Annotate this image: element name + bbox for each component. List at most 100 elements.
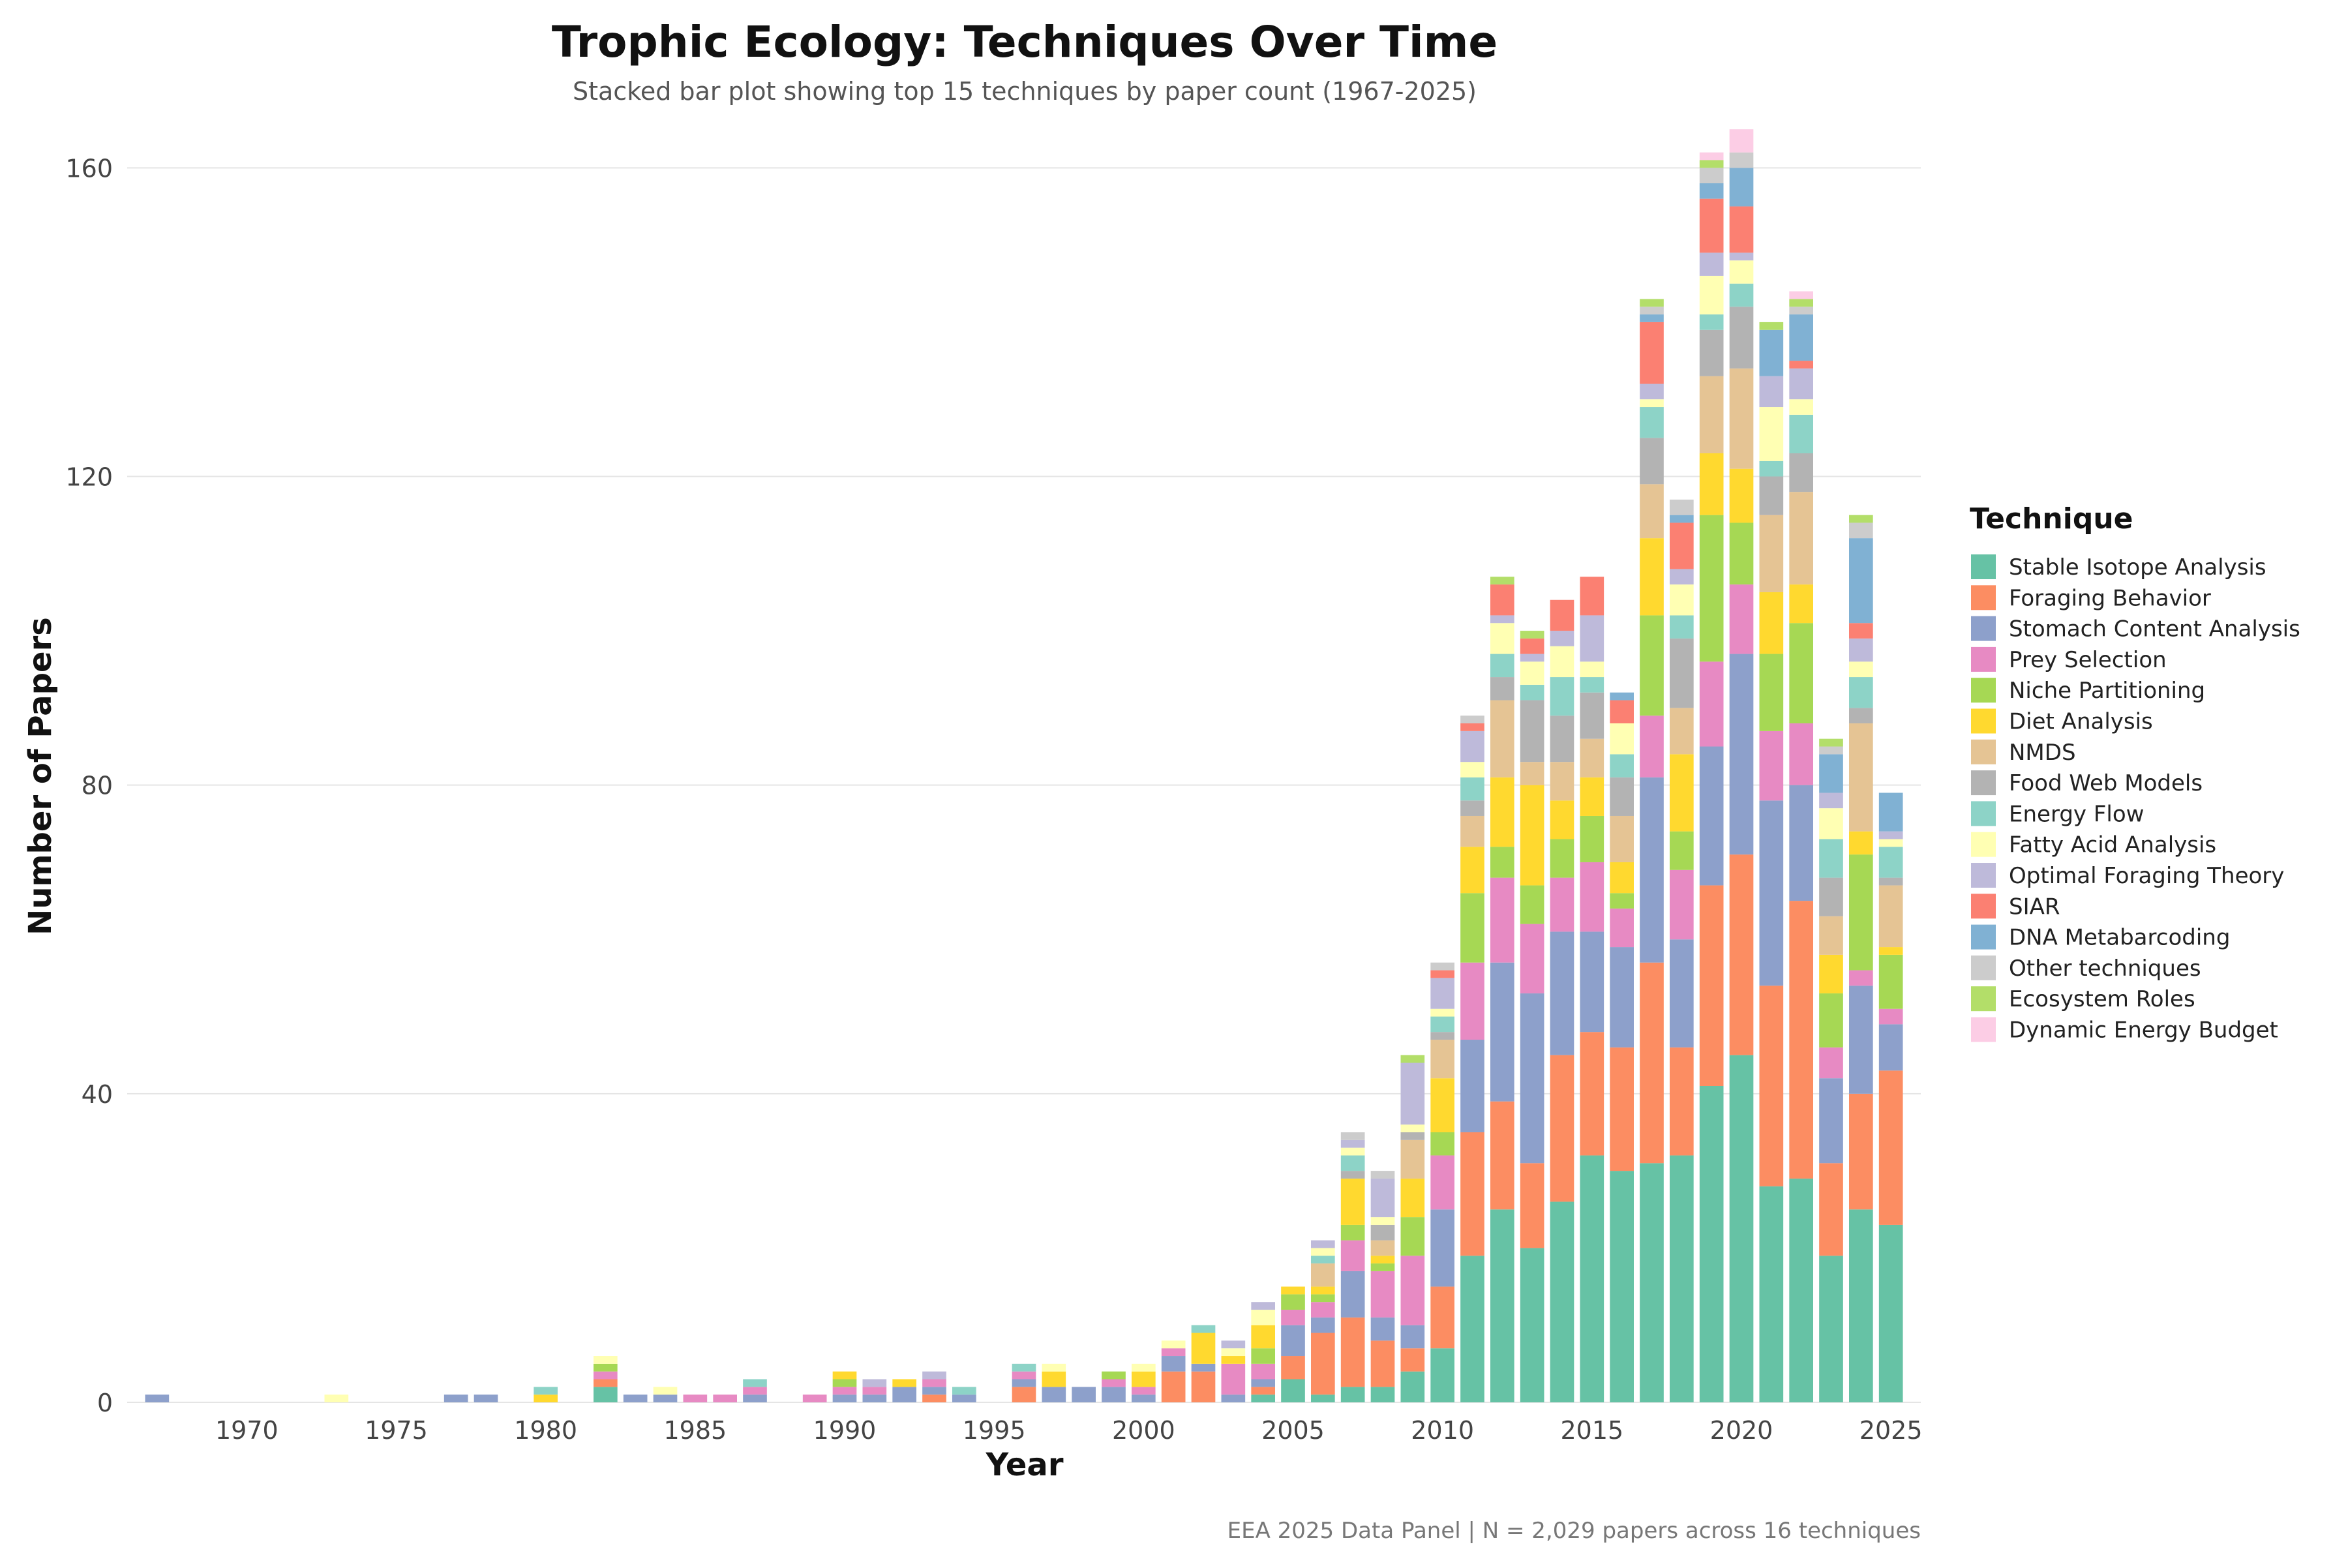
x-tick-label: 1990 — [813, 1416, 877, 1445]
bar-segment — [1640, 399, 1664, 408]
legend-swatch — [1971, 863, 1996, 888]
bar-segment — [1460, 1132, 1484, 1256]
bar-segment — [1670, 1047, 1694, 1156]
bar-segment — [1729, 522, 1754, 585]
bar-segment — [1520, 762, 1544, 785]
x-tick-label: 2005 — [1261, 1416, 1325, 1445]
bar-segment — [1460, 723, 1484, 731]
bar-segment — [922, 1395, 946, 1402]
bar-segment — [1102, 1379, 1126, 1387]
bar-segment — [713, 1395, 737, 1402]
bar-segment — [1191, 1333, 1216, 1364]
bar-segment — [594, 1356, 618, 1364]
bar-segment — [1699, 746, 1724, 886]
bar-segment — [1490, 623, 1514, 654]
bar-segment — [1640, 384, 1664, 400]
bar-segment — [1849, 638, 1873, 662]
bar-segment — [1251, 1325, 1275, 1349]
bar-segment — [1311, 1240, 1335, 1248]
bar-segment — [1640, 538, 1664, 616]
legend-swatch — [1971, 554, 1996, 579]
bar-segment — [1878, 885, 1903, 948]
bar-segment — [1670, 754, 1694, 832]
bar-segment — [1550, 839, 1574, 878]
bar-segment — [1789, 584, 1813, 624]
bar-segment — [1490, 700, 1514, 777]
bar-segment — [1221, 1348, 1246, 1357]
bar-segment — [1370, 1340, 1395, 1387]
bar-segment — [1221, 1340, 1246, 1349]
bar-segment — [1759, 1186, 1784, 1402]
bar-segment — [1878, 947, 1903, 955]
bar-segment — [1430, 1032, 1454, 1040]
bar-segment — [1251, 1310, 1275, 1325]
bar-segment — [1311, 1263, 1335, 1287]
bar-segment — [1729, 129, 1754, 153]
bar-segment — [1819, 916, 1843, 955]
bar-segment — [1670, 1155, 1694, 1402]
bar-segment — [1640, 716, 1664, 777]
bar-segment — [1042, 1363, 1066, 1372]
bar-segment — [1849, 970, 1873, 986]
bar-segment — [1311, 1333, 1335, 1395]
bar-segment — [1729, 584, 1754, 654]
bar-segment — [1580, 815, 1604, 862]
x-tick-label: 1975 — [365, 1416, 428, 1445]
bar-segment — [1370, 1263, 1395, 1271]
bar-segment — [1759, 329, 1784, 376]
x-axis: 1970 1975 1980 1985 1990 1995 2000 2005 2010 2015… — [215, 1416, 1923, 1445]
bar-segment — [1102, 1387, 1126, 1402]
bar-segment — [1490, 847, 1514, 878]
bar-segment — [1759, 322, 1784, 330]
bar-segment — [1400, 1325, 1425, 1349]
bar-segment — [1878, 1070, 1903, 1225]
bar-segment — [1370, 1171, 1395, 1179]
bar-segment — [653, 1395, 678, 1402]
bar-segment — [444, 1395, 468, 1402]
bar-segment — [1161, 1371, 1186, 1402]
bar-segment — [832, 1379, 857, 1387]
legend-swatch — [1971, 924, 1996, 950]
bar-segment — [1281, 1356, 1305, 1380]
bar-segment — [1789, 399, 1813, 415]
bar-segment — [1878, 839, 1903, 847]
bar-segment — [1789, 307, 1813, 315]
bar-segment — [1670, 499, 1694, 515]
bar-segment — [1849, 538, 1873, 624]
bar-segment — [1161, 1348, 1186, 1357]
bar-segment — [1670, 869, 1694, 940]
bar-segment — [1400, 1139, 1425, 1179]
bar-segment — [1520, 924, 1544, 994]
bar-segment — [1610, 862, 1634, 894]
bar-segment — [1849, 661, 1873, 678]
bar-segment — [1370, 1387, 1395, 1402]
bar-segment — [1819, 754, 1843, 793]
bar-segment — [743, 1387, 767, 1395]
bar-segment — [1460, 847, 1484, 894]
bar-segment — [1640, 307, 1664, 315]
bar-segment — [1520, 1163, 1544, 1248]
bar-segment — [1640, 407, 1664, 438]
bar-segment — [1819, 1047, 1843, 1079]
bar-segment — [1340, 1155, 1365, 1171]
bar-segment — [1699, 453, 1724, 515]
bar-segment — [1460, 1040, 1484, 1132]
legend-items: Stable Isotope Analysis Foraging Behavior… — [1971, 554, 2300, 1044]
bar-segment — [1221, 1363, 1246, 1395]
bar-segment — [1849, 854, 1873, 971]
bar-segment — [1819, 792, 1843, 809]
bar-segment — [832, 1387, 857, 1395]
bar-segment — [1729, 283, 1754, 307]
x-tick-label: 2025 — [1859, 1416, 1923, 1445]
bar-segment — [1819, 1163, 1843, 1256]
bar-segment — [1849, 522, 1873, 539]
bar-segment — [1849, 1209, 1873, 1402]
bar-segment — [1430, 1155, 1454, 1210]
bar-segment — [1340, 1178, 1365, 1225]
bar-segment — [1610, 692, 1634, 701]
bar-segment — [1670, 569, 1694, 585]
bar-segment — [594, 1379, 618, 1387]
bar-segment — [1670, 638, 1694, 708]
bar-segment — [1191, 1325, 1216, 1333]
